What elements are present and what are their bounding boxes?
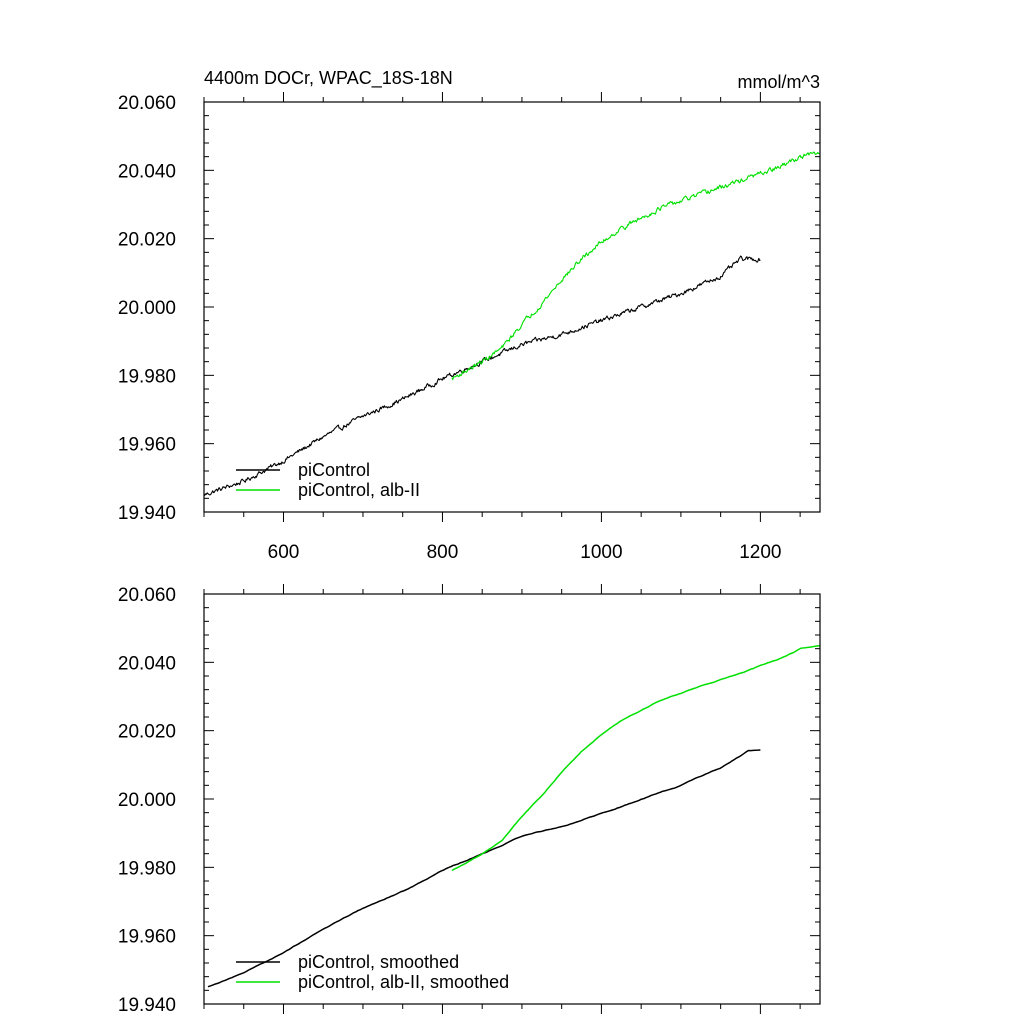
y-tick-label: 20.040 [118, 161, 176, 182]
y-tick-label: 19.980 [118, 858, 176, 879]
x-tick-label: 1200 [739, 542, 781, 563]
y-tick-label: 19.960 [118, 435, 176, 456]
y-tick-label: 20.000 [118, 790, 176, 811]
legend-label: piControl [298, 460, 370, 480]
y-tick-label: 19.940 [118, 995, 176, 1016]
units-label: mmol/m^3 [738, 72, 820, 92]
legend-label: piControl, alb-II [298, 480, 420, 500]
legend-label: piControl, smoothed [298, 952, 459, 972]
y-tick-label: 20.020 [118, 722, 176, 743]
series-line-picontrol-alb-ii [451, 151, 821, 381]
y-tick-label: 20.000 [118, 298, 176, 319]
series-line-picontrol-smoothed [207, 749, 761, 988]
top-panel: 19.940 19.960 19.980 20.000 20.020 20.040 20.0… [118, 68, 821, 563]
plot-frame [203, 101, 821, 513]
bottom-panel: 19.940 19.960 19.980 20.000 20.020 20.040 20.0… [118, 584, 821, 1016]
y-tick-label: 20.060 [118, 93, 176, 114]
x-tick-label: 1000 [580, 542, 622, 563]
x-tick-label: 800 [427, 542, 459, 563]
series-line-picontrol [203, 255, 761, 496]
y-tick-label: 19.980 [118, 366, 176, 387]
series-line-picontrol-alb-ii-smoothed [451, 645, 821, 872]
y-tick-label: 19.960 [118, 927, 176, 948]
plot-frame [203, 593, 821, 1005]
chart-title: 4400m DOCr, WPAC_18S-18N [204, 68, 453, 89]
y-tick-label: 19.940 [118, 503, 176, 524]
legend-label: piControl, alb-II, smoothed [298, 972, 509, 992]
x-tick-label: 600 [268, 542, 300, 563]
y-tick-label: 20.020 [118, 230, 176, 251]
y-tick-label: 20.060 [118, 585, 176, 606]
y-tick-label: 20.040 [118, 653, 176, 674]
